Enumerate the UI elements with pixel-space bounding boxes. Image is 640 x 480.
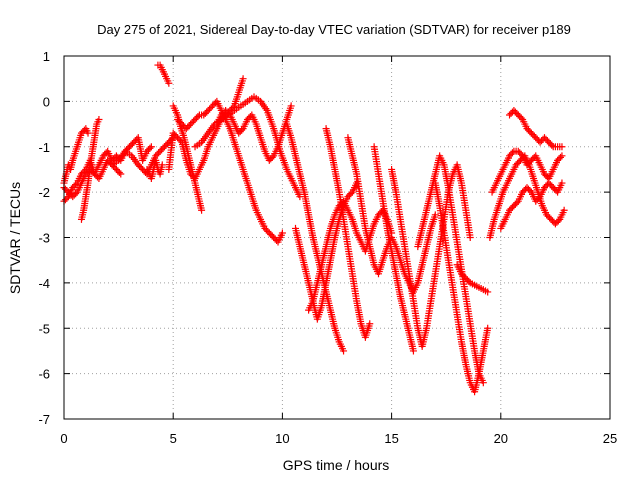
data-point [239,75,247,83]
x-axis-label: GPS time / hours [283,457,390,473]
data-point [554,217,562,225]
data-point [517,114,525,122]
y-tick-label: -1 [38,140,50,155]
data-points [60,61,568,396]
series-arc-x [488,147,566,196]
series-arc-u [431,179,492,396]
x-tick-label: 0 [60,431,67,446]
data-point [431,211,439,219]
x-tick-label: 20 [494,431,508,446]
series-arc-n [292,179,361,323]
data-point [176,137,184,145]
series-arc-d [77,116,103,223]
y-tick-label: -3 [38,231,50,246]
data-point [508,149,516,157]
data-point [548,141,556,149]
data-point [158,161,166,169]
data-point [165,79,173,87]
data-point [95,116,103,124]
x-tick-label: 15 [384,431,398,446]
y-tick-label: -7 [38,412,50,427]
x-tick-label: 5 [170,431,177,446]
data-point [484,324,492,332]
y-tick-label: 0 [43,94,50,109]
chart-title: Day 275 of 2021, Sidereal Day-to-day VTE… [97,22,571,37]
data-point [484,288,492,296]
data-point [347,190,355,198]
data-point [84,129,92,137]
y-tick-label: -2 [38,185,50,200]
x-tick-label: 25 [603,431,617,446]
data-point [278,229,286,237]
data-point [117,170,125,178]
data-point [558,152,566,160]
series-arc-z [497,179,566,232]
series-arc-k [191,93,304,201]
x-tick-label: 10 [275,431,289,446]
data-point [268,153,276,161]
data-point [366,320,374,328]
y-axis-label: SDTVAR / TECUs [7,182,23,294]
data-point [517,150,525,158]
data-point [465,277,473,285]
data-point [72,190,80,198]
data-point [466,234,474,241]
series-arc-b [60,125,92,187]
data-point [526,187,534,195]
series-arc-y [506,106,566,151]
data-point [535,194,543,202]
data-point [558,179,566,187]
series-arc-t [414,152,487,387]
data-point [225,109,233,117]
data-point [560,206,568,214]
data-point [409,347,417,355]
data-point [238,126,246,134]
series-arc-v [453,261,492,296]
series-arc-r [370,143,417,355]
series-arc-g [154,61,173,87]
y-tick-label: -5 [38,321,50,336]
series-arc-c [60,156,125,201]
data-point [146,144,154,152]
y-tick-label: 1 [43,49,50,64]
data-point [556,153,564,161]
data-point [287,102,295,110]
data-point [115,168,123,176]
series-arc-o [305,197,396,314]
data-point [72,181,80,189]
data-point [194,113,202,120]
y-tick-label: -6 [38,367,50,382]
data-point [340,347,348,355]
data-point [479,379,487,387]
data-point [198,206,206,214]
plot-frame [63,55,611,420]
data-point [513,199,521,207]
y-tick-label: -4 [38,276,50,291]
data-point [147,143,155,151]
series-arc-s [388,161,474,350]
series-arc-f [143,156,166,183]
series-arc-l [213,102,295,164]
series-arc-p [322,125,374,341]
data-point [63,194,71,202]
data-point [558,143,566,151]
